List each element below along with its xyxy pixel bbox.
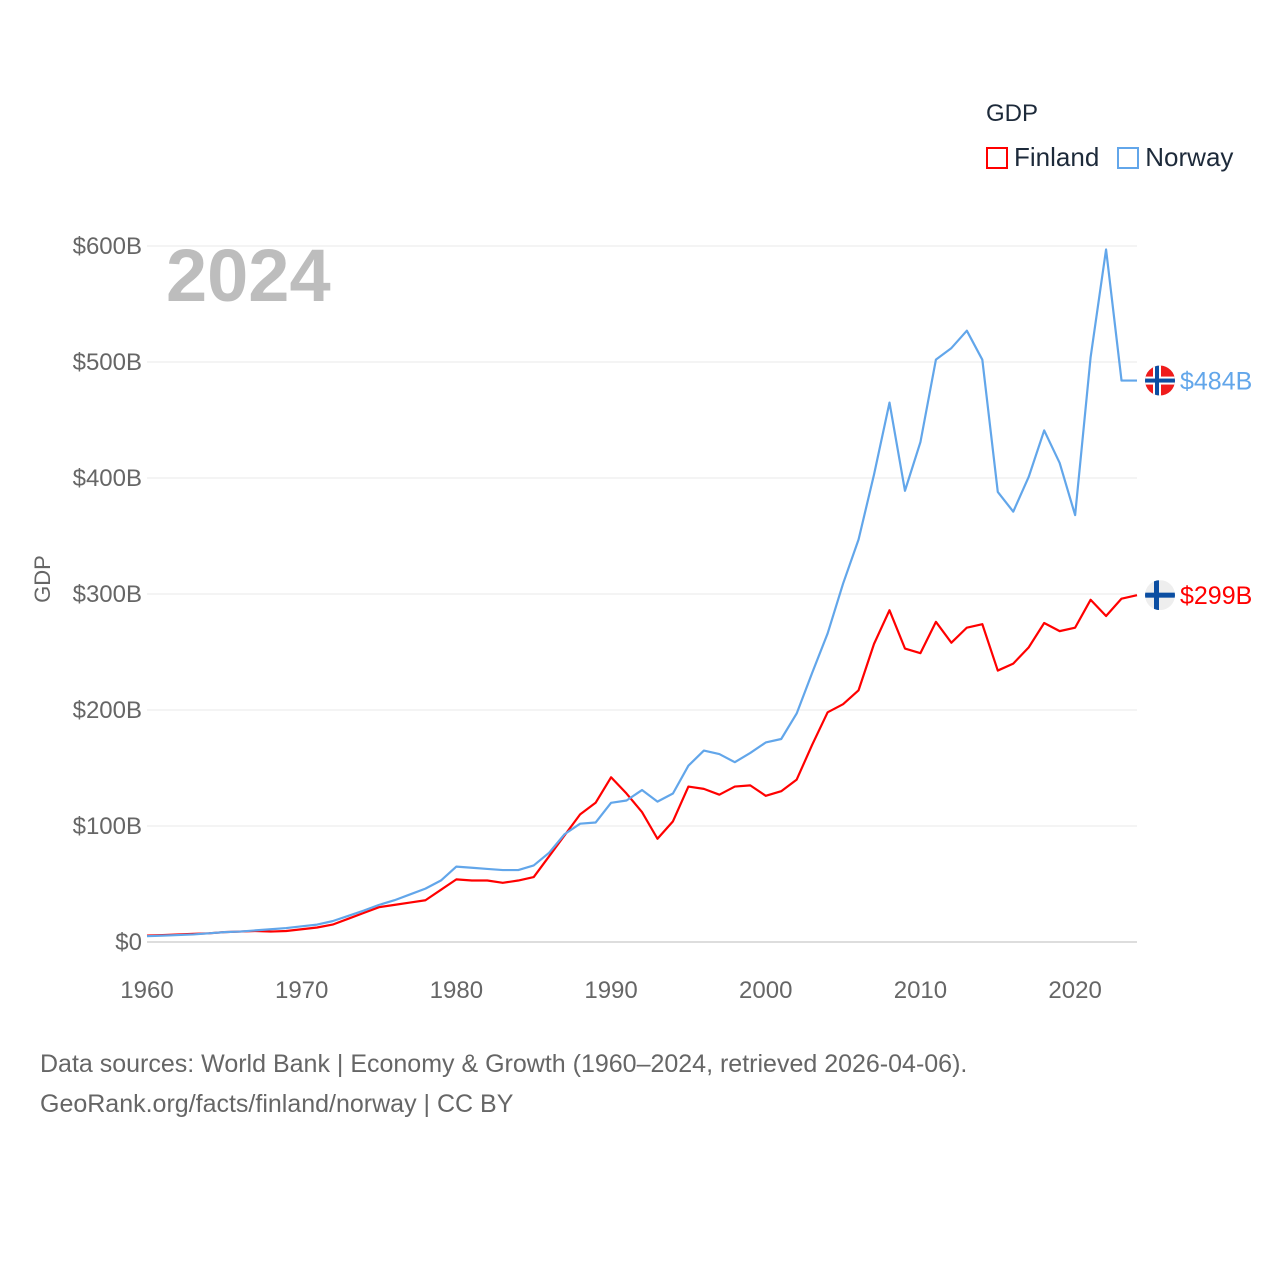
finland-line[interactable] (146, 594, 1138, 937)
x-tick-label: 1990 (584, 977, 637, 1004)
source-line: Data sources: World Bank | Economy & Gro… (40, 1050, 968, 1078)
y-axis-label: GDP (30, 555, 55, 603)
x-tick-label: 2000 (739, 977, 792, 1004)
source-link[interactable]: GeoRank.org/facts/finland/norway | CC BY (40, 1090, 514, 1118)
legend: Finland Norway (986, 142, 1233, 173)
series-lines (146, 248, 1138, 938)
source-note: Data sources: World Bank | Economy & Gro… (40, 1044, 967, 1124)
legend-title: GDP (986, 100, 1039, 127)
y-tick-label: $100B (73, 813, 142, 840)
norway-flag-icon (1145, 365, 1175, 396)
x-tick-label: 2020 (1048, 977, 1101, 1004)
x-tick-label: 1960 (120, 977, 173, 1004)
legend-label: Finland (1014, 142, 1100, 172)
end-labels: $299B $484B (1145, 365, 1252, 611)
y-tick-label: $300B (73, 581, 142, 608)
x-tick-label: 1970 (275, 977, 328, 1004)
norway-line[interactable] (146, 248, 1137, 938)
y-tick-label: $600B (73, 233, 142, 260)
finland-flag-icon (1145, 580, 1175, 611)
x-tick-label: 1980 (430, 977, 483, 1004)
y-tick-label: $500B (73, 349, 142, 376)
legend-label: Norway (1145, 142, 1234, 172)
norway-swatch (1117, 146, 1140, 169)
norway-end-value: $484B (1180, 368, 1252, 396)
x-tick-label: 2010 (894, 977, 947, 1004)
y-tick-label: $400B (73, 465, 142, 492)
finland-swatch (986, 146, 1008, 169)
x-axis-ticks: 1960 1970 1980 1990 2000 2010 2020 (120, 977, 1102, 1004)
finland-end-value: $299B (1180, 582, 1252, 610)
y-tick-label: $200B (73, 697, 142, 724)
y-tick-label: $0 (115, 929, 142, 956)
legend-item-norway[interactable]: Norway (1117, 142, 1233, 173)
legend-item-finland[interactable]: Finland (986, 142, 1099, 173)
gridlines (147, 245, 1137, 943)
y-axis-ticks: $0 $100B $200B $300B $400B $500B $600B (73, 233, 142, 956)
year-watermark: 2024 (166, 234, 331, 317)
